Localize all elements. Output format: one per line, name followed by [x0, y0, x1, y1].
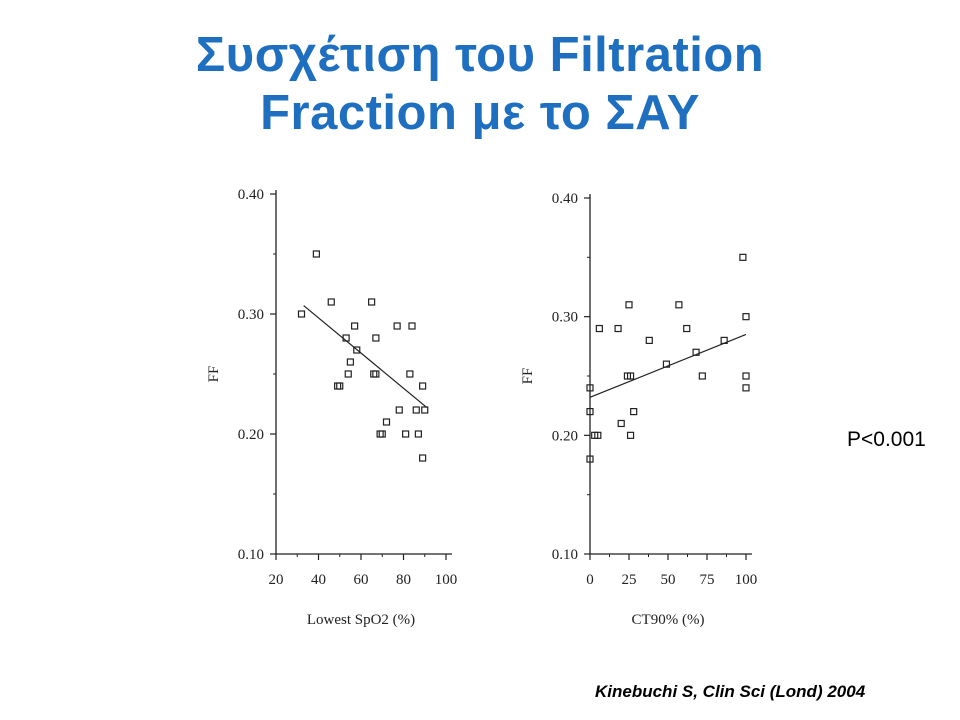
data-point — [370, 370, 378, 378]
data-point — [408, 322, 416, 330]
regression-line — [589, 333, 747, 398]
regression-line — [303, 305, 428, 409]
ff-vs-ct90-chart: 0.10 0.20 0.30 0.40 0 25 50 75 100 CT90% (%) FF — [520, 191, 758, 628]
x-tick-label: 60 — [354, 572, 369, 588]
citation: Kinebuchi S, Clin Sci (Lond) 2004 — [595, 682, 866, 701]
x-tick-label: 75 — [700, 572, 715, 588]
data-point — [406, 370, 414, 378]
data-point — [419, 454, 427, 462]
x-axis-title: Lowest SpO2 (%) — [307, 612, 415, 628]
data-point — [625, 301, 633, 309]
data-point — [346, 358, 354, 366]
data-point — [739, 253, 747, 261]
data-point — [595, 324, 603, 333]
ff-vs-lowest-spo2-chart: 0.10 0.20 0.30 0.40 20 40 60 80 100 Lowest SpO2 (… — [206, 187, 458, 628]
data-point — [626, 372, 635, 380]
x-tick-label: 40 — [311, 572, 326, 588]
data-point — [586, 384, 594, 392]
data-point — [312, 250, 320, 258]
data-point — [327, 298, 335, 306]
data-point — [698, 372, 706, 380]
data-point — [372, 370, 380, 378]
data-point — [683, 324, 691, 333]
data-point — [351, 322, 359, 330]
data-point — [421, 406, 429, 414]
y-tick-label: 0.30 — [552, 310, 578, 326]
data-point — [586, 408, 594, 416]
data-point — [617, 419, 625, 428]
data-point — [626, 431, 635, 439]
x-tick-label: 0 — [586, 572, 594, 588]
data-point — [742, 372, 750, 380]
x-axis-title: CT90% (%) — [632, 612, 705, 628]
data-point — [692, 348, 700, 356]
data-point — [742, 313, 750, 321]
slide-title-line-2: Fraction με το ΣΑΥ — [260, 86, 700, 140]
data-point — [376, 430, 384, 438]
data-point — [645, 336, 653, 344]
x-tick-label: 100 — [735, 572, 758, 588]
data-point — [372, 334, 380, 342]
data-point — [402, 430, 410, 438]
data-point — [630, 408, 638, 416]
y-tick-label: 0.40 — [238, 187, 264, 203]
data-point — [378, 430, 386, 438]
y-tick-label: 0.30 — [238, 307, 264, 323]
data-point — [395, 406, 403, 414]
data-point — [614, 324, 622, 333]
data-point — [368, 298, 376, 306]
y-axis-title: FF — [520, 368, 536, 385]
x-tick-label: 100 — [435, 572, 458, 588]
data-point — [742, 384, 750, 392]
x-tick-label: 20 — [269, 572, 284, 588]
data-point — [297, 310, 306, 318]
x-tick-label: 25 — [622, 572, 637, 588]
data-point — [336, 382, 344, 390]
y-tick-label: 0.20 — [238, 427, 264, 443]
y-tick-label: 0.40 — [552, 191, 578, 207]
data-point — [414, 430, 422, 438]
data-point — [353, 346, 361, 354]
x-tick-label: 80 — [396, 572, 411, 588]
data-point — [344, 370, 352, 378]
p-value-label: P<0.001 — [847, 428, 926, 451]
y-tick-label: 0.10 — [552, 547, 578, 563]
data-point — [586, 455, 594, 463]
y-tick-label: 0.10 — [238, 547, 264, 563]
x-tick-label: 50 — [661, 572, 676, 588]
data-point — [382, 418, 391, 426]
data-point — [393, 322, 401, 330]
y-axis-title: FF — [206, 366, 222, 383]
data-point — [334, 382, 342, 390]
slide-title: Συσχέτιση του Filtration Fraction με το … — [0, 26, 960, 142]
slide-title-line-1: Συσχέτιση του Filtration — [195, 28, 765, 82]
y-tick-label: 0.20 — [552, 428, 578, 444]
data-point — [594, 431, 602, 439]
data-point — [419, 382, 427, 390]
data-point — [412, 406, 420, 414]
data-point — [675, 301, 683, 309]
